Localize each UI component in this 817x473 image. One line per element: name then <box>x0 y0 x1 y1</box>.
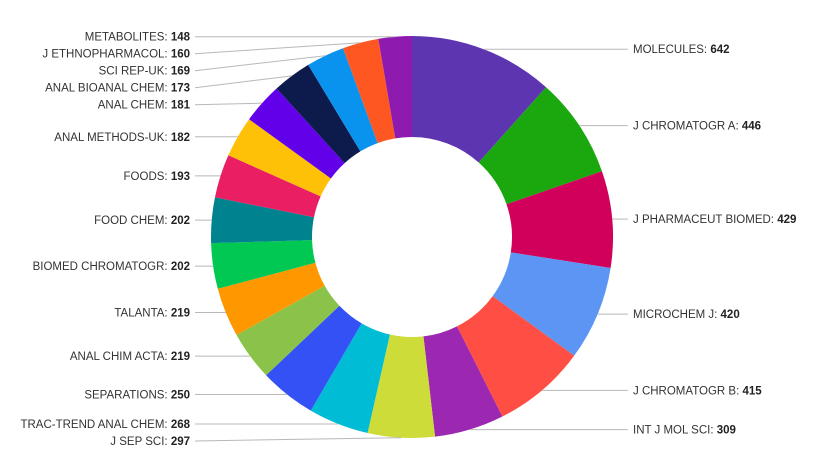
data-label-name: J CHROMATOGR B: <box>633 385 742 397</box>
slice-j-chromatogr-a[interactable] <box>478 87 602 205</box>
slice-sci-rep-uk[interactable] <box>308 48 378 152</box>
data-label-value: 429 <box>777 214 796 226</box>
data-label-j-chromatogr-a: J CHROMATOGR A: 446 <box>633 121 761 133</box>
slice-j-sep-sci[interactable] <box>367 334 436 439</box>
data-label-name: ANAL CHEM: <box>98 100 171 112</box>
data-label-anal-bioanal-chem: ANAL BIOANAL CHEM: 173 <box>45 83 190 95</box>
slice-anal-chem[interactable] <box>249 88 345 179</box>
data-label-name: ANAL METHODS-UK: <box>54 132 171 144</box>
leader-line-j-ethnopharmacol <box>194 42 361 55</box>
data-label-name: ANAL BIOANAL CHEM: <box>45 83 171 95</box>
data-label-anal-chem: ANAL CHEM: 181 <box>98 100 191 112</box>
data-label-j-chromatogr-b: J CHROMATOGR B: 415 <box>633 385 762 397</box>
slice-separations[interactable] <box>266 305 362 411</box>
data-label-value: 219 <box>171 351 190 363</box>
data-label-name: MOLECULES: <box>633 44 710 56</box>
data-label-molecules: MOLECULES: 642 <box>633 44 730 56</box>
data-label-talanta: TALANTA: 219 <box>114 307 190 319</box>
leader-line-anal-bioanal-chem <box>194 75 292 89</box>
data-label-value: 193 <box>171 171 190 183</box>
data-label-value: 181 <box>171 100 191 112</box>
data-label-name: J PHARMACEUT BIOMED: <box>633 214 777 226</box>
data-label-name: J ETHNOPHARMACOL: <box>42 49 170 61</box>
data-label-name: ANAL CHIM ACTA: <box>70 351 171 363</box>
slice-molecules[interactable] <box>412 36 547 163</box>
slice-talanta[interactable] <box>217 262 325 336</box>
data-label-value: 446 <box>742 121 761 133</box>
slice-trac-trend-anal-chem[interactable] <box>310 323 390 434</box>
data-label-name: MICROCHEM J: <box>633 309 721 321</box>
data-label-value: 415 <box>742 385 762 397</box>
data-label-foods: FOODS: 193 <box>124 171 190 183</box>
slice-metabolites[interactable] <box>378 36 412 139</box>
slice-j-ethnopharmacol[interactable] <box>343 38 396 144</box>
data-label-j-sep-sci: J SEP SCI: 297 <box>110 436 190 448</box>
labels-group: MOLECULES: 642 J CHROMATOGR A: 446 J PHARM… <box>20 32 796 448</box>
data-label-name: TRAC-TREND ANAL CHEM: <box>20 419 170 431</box>
data-label-food-chem: FOOD CHEM: 202 <box>94 215 190 227</box>
slice-anal-bioanal-chem[interactable] <box>276 64 361 164</box>
slice-j-pharmaceut-biomed[interactable] <box>506 171 614 268</box>
data-label-microchem-j: MICROCHEM J: 420 <box>633 309 740 321</box>
data-label-name: FOODS: <box>124 171 171 183</box>
data-label-name: J SEP SCI: <box>110 436 171 448</box>
data-label-value: 250 <box>171 390 190 402</box>
data-label-value: 169 <box>171 66 190 78</box>
data-label-value: 268 <box>171 419 191 431</box>
data-label-j-pharmaceut-biomed: J PHARMACEUT BIOMED: 429 <box>633 214 796 226</box>
leader-line-j-sep-sci <box>194 437 402 442</box>
leader-line-sci-rep-uk <box>194 55 326 72</box>
data-label-name: TALANTA: <box>114 307 170 319</box>
data-label-separations: SEPARATIONS: 250 <box>84 390 190 402</box>
data-label-int-j-mol-sci: INT J MOL SCI: 309 <box>633 425 736 437</box>
leader-lines-group <box>194 36 628 442</box>
data-label-value: 148 <box>171 32 191 44</box>
leader-line-anal-chem <box>194 102 263 106</box>
data-label-value: 642 <box>710 44 729 56</box>
data-label-sci-rep-uk: SCI REP-UK: 169 <box>99 66 190 78</box>
slice-foods[interactable] <box>214 155 321 218</box>
data-label-name: INT J MOL SCI: <box>633 425 717 437</box>
data-label-value: 297 <box>171 436 190 448</box>
data-label-value: 420 <box>721 309 740 321</box>
data-label-anal-methods-uk: ANAL METHODS-UK: 182 <box>54 132 190 144</box>
slice-j-chromatogr-b[interactable] <box>456 296 575 417</box>
slice-anal-chim-acta[interactable] <box>236 285 340 376</box>
data-label-j-ethnopharmacol: J ETHNOPHARMACOL: 160 <box>42 49 190 61</box>
slice-microchem-j[interactable] <box>492 252 611 356</box>
data-label-value: 202 <box>171 261 190 273</box>
data-label-name: BIOMED CHROMATOGR: <box>33 261 171 273</box>
data-label-value: 202 <box>171 215 190 227</box>
slice-int-j-mol-sci[interactable] <box>423 326 503 437</box>
data-label-trac-trend-anal-chem: TRAC-TREND ANAL CHEM: 268 <box>20 419 190 431</box>
slices-group <box>211 36 614 439</box>
slice-anal-methods-uk[interactable] <box>228 119 331 197</box>
data-label-name: SCI REP-UK: <box>99 66 171 78</box>
data-label-metabolites: METABOLITES: 148 <box>85 32 191 44</box>
data-label-value: 219 <box>171 307 190 319</box>
data-label-name: METABOLITES: <box>85 32 171 44</box>
data-label-value: 160 <box>171 49 190 61</box>
slice-biomed-chromatogr[interactable] <box>211 240 316 289</box>
slice-food-chem[interactable] <box>211 197 314 244</box>
data-label-value: 182 <box>171 132 190 144</box>
data-label-value: 309 <box>717 425 736 437</box>
data-label-name: J CHROMATOGR A: <box>633 121 742 133</box>
data-label-value: 173 <box>171 83 190 95</box>
data-label-anal-chim-acta: ANAL CHIM ACTA: 219 <box>70 351 190 363</box>
data-label-name: FOOD CHEM: <box>94 215 171 227</box>
data-label-name: SEPARATIONS: <box>84 390 170 402</box>
data-label-biomed-chromatogr: BIOMED CHROMATOGR: 202 <box>33 261 190 273</box>
